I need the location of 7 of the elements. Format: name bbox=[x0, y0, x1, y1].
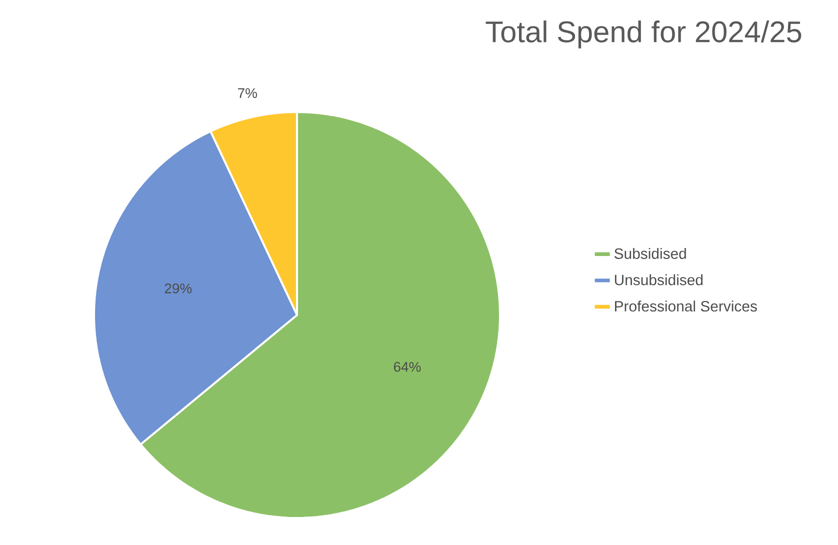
legend-label: Subsidised bbox=[614, 248, 686, 259]
data-label: 64% bbox=[394, 362, 421, 372]
chart-title: Total Spend for 2024/25 bbox=[486, 20, 802, 48]
data-label: 7% bbox=[238, 88, 257, 98]
legend-label: Unsubsidised bbox=[614, 274, 703, 286]
data-label: 29% bbox=[164, 283, 192, 294]
legend-label: Professional Services bbox=[615, 300, 757, 312]
